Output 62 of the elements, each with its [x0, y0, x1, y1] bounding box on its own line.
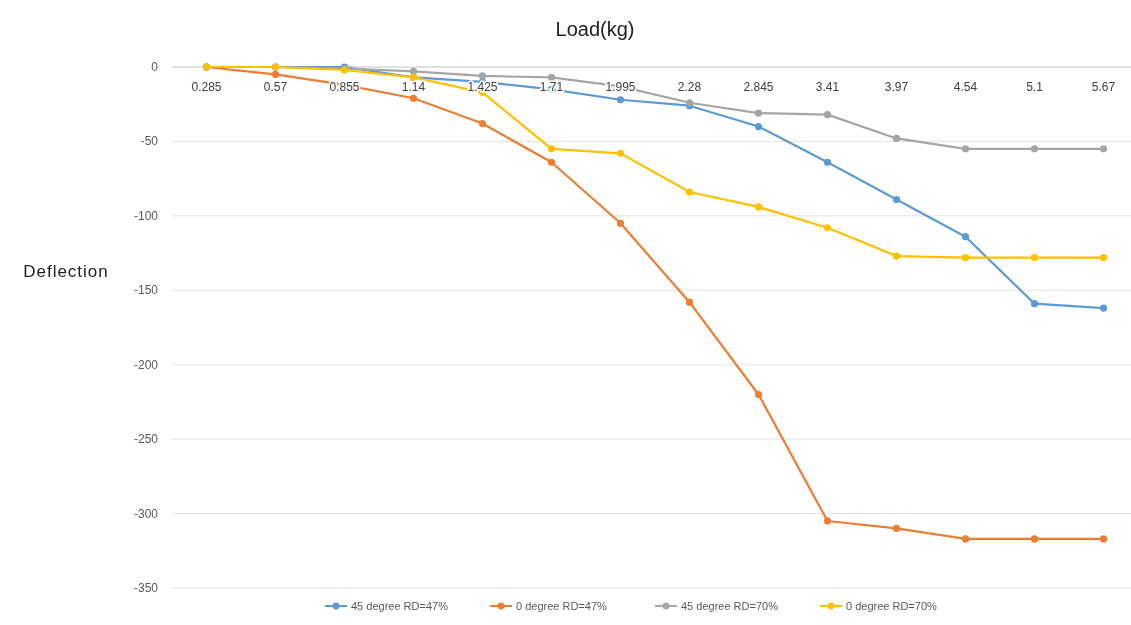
y-tick-label: -350: [133, 581, 159, 595]
x-tick-label: 5.67: [1091, 80, 1116, 94]
x-tick-label: 1.14: [401, 80, 426, 94]
y-tick-label: -50: [140, 134, 159, 149]
point: [271, 70, 280, 79]
x-tick-label: 4.54: [953, 80, 978, 94]
legend-label: 45 degree RD=47%: [351, 600, 449, 612]
point: [754, 109, 763, 117]
point: [961, 535, 970, 543]
x-tick-label: 3.97: [884, 80, 909, 94]
legend-label: 45 degree RD=70%: [681, 600, 779, 612]
point: [892, 252, 901, 260]
y-tick-label: 0: [151, 60, 159, 74]
point: [823, 158, 832, 166]
point: [409, 94, 418, 102]
y-axis-title: Deflection: [23, 262, 109, 281]
point: [616, 149, 625, 157]
point: [823, 517, 832, 525]
point: [823, 224, 832, 232]
point: [892, 524, 901, 533]
y-tick-label: -250: [133, 432, 159, 447]
legend-label: 0 degree RD=47%: [516, 600, 608, 612]
point: [823, 111, 832, 119]
point: [892, 134, 901, 143]
x-tick-label: 5.1: [1026, 80, 1044, 94]
point: [754, 390, 763, 399]
point: [1030, 535, 1039, 543]
x-tick-label: 2.28: [677, 80, 702, 94]
point: [478, 72, 487, 80]
point: [1030, 300, 1039, 308]
x-tick-label: 3.41: [815, 80, 840, 94]
point: [1099, 145, 1108, 153]
point: [961, 233, 970, 241]
point: [754, 122, 763, 131]
point: [685, 298, 694, 306]
point: [754, 203, 763, 211]
point: [961, 253, 970, 262]
point: [616, 219, 625, 227]
point: [1099, 304, 1108, 312]
point: [409, 67, 418, 76]
x-tick-label: 2.845: [743, 80, 774, 94]
point: [478, 119, 487, 128]
point: [547, 158, 556, 166]
point: [685, 188, 694, 196]
point: [547, 73, 556, 82]
x-tick-label: 0.285: [191, 80, 222, 94]
x-tick-label: 0.57: [263, 80, 288, 94]
point: [961, 145, 970, 153]
y-tick-label: -100: [133, 208, 159, 223]
point: [1099, 535, 1108, 543]
x-tick-label: 1.995: [605, 80, 636, 94]
point: [892, 195, 901, 204]
legend-label: 0 degree RD=70%: [846, 600, 938, 612]
point: [1099, 253, 1108, 262]
y-tick-label: -150: [133, 283, 159, 298]
y-tick-label: -300: [133, 506, 159, 521]
point: [547, 145, 556, 153]
point: [616, 96, 625, 104]
point: [1030, 145, 1039, 153]
point: [1030, 253, 1039, 262]
y-tick-label: -200: [133, 357, 159, 372]
x-axis-title: Load(kg): [555, 18, 635, 40]
